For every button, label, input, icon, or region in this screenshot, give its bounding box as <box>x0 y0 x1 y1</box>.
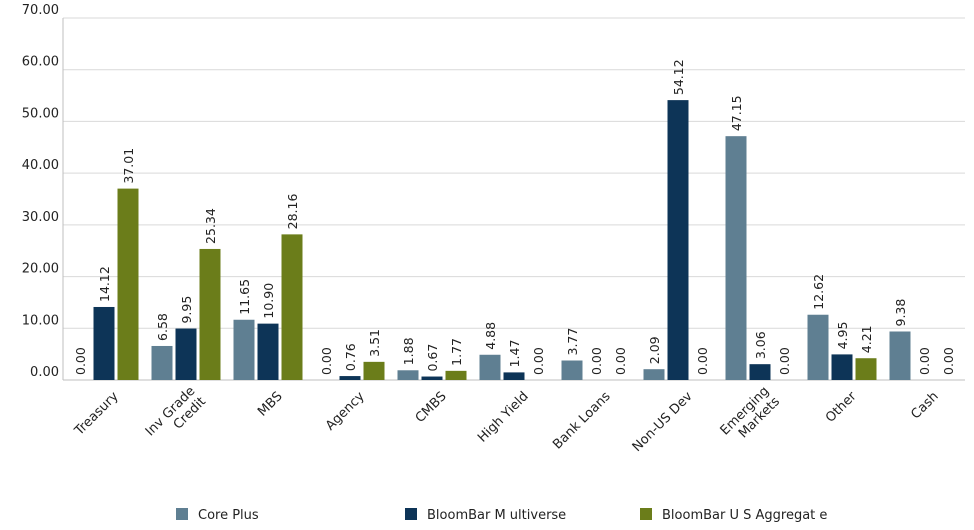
data-label: 12.62 <box>811 274 826 310</box>
bar <box>503 372 525 380</box>
bar <box>855 358 877 380</box>
data-label: 11.65 <box>237 279 252 315</box>
data-label: 3.06 <box>753 331 768 359</box>
bar <box>257 323 279 380</box>
data-label: 1.88 <box>401 337 416 365</box>
data-label: 28.16 <box>285 194 300 230</box>
data-label: 1.47 <box>507 340 522 368</box>
category-label: Bank Loans <box>550 389 614 453</box>
data-label: 0.00 <box>73 347 88 375</box>
y-tick-label: 30.00 <box>22 210 59 225</box>
bar <box>831 354 853 380</box>
legend-label: Core Plus <box>198 508 259 523</box>
y-tick-label: 70.00 <box>22 3 59 18</box>
data-label: 4.88 <box>483 322 498 350</box>
data-label: 0.67 <box>425 344 440 372</box>
bar <box>667 100 689 380</box>
data-label: 0.00 <box>589 347 604 375</box>
data-label: 4.95 <box>835 322 850 350</box>
bar <box>479 354 501 380</box>
bar <box>175 328 197 380</box>
bar <box>725 136 747 380</box>
data-label: 2.09 <box>647 336 662 364</box>
data-label: 47.15 <box>729 95 744 131</box>
data-label: 0.00 <box>319 347 334 375</box>
data-label: 0.00 <box>695 347 710 375</box>
bar <box>421 376 443 380</box>
bar <box>807 314 829 380</box>
data-label: 3.51 <box>367 329 382 357</box>
data-label: 0.76 <box>343 343 358 371</box>
data-labels: 0.00 14.12 37.01 6.58 9.95 25.34 11.65 10.90 28.… <box>73 59 956 375</box>
category-label: Inv GradeCredit <box>143 384 209 450</box>
legend: Core Plus BloomBar M ultiverse BloomBar U … <box>176 508 827 523</box>
bar <box>397 370 419 380</box>
data-label: 1.77 <box>449 338 464 366</box>
legend-swatch <box>405 508 417 520</box>
bar <box>233 319 255 380</box>
data-label: 25.34 <box>203 208 218 244</box>
y-tick-label: 40.00 <box>22 158 59 173</box>
y-tick-label: 10.00 <box>22 313 59 328</box>
bar <box>643 369 665 380</box>
data-label: 14.12 <box>97 266 112 302</box>
bar <box>151 345 173 380</box>
bar <box>281 234 303 380</box>
category-label: High Yield <box>475 389 532 446</box>
data-label: 6.58 <box>155 313 170 341</box>
data-label: 0.00 <box>917 347 932 375</box>
category-label: Other <box>823 389 860 426</box>
bar <box>561 360 583 380</box>
category-label: Agency <box>323 389 368 434</box>
data-label: 0.00 <box>531 347 546 375</box>
y-tick-label: 20.00 <box>22 262 59 277</box>
bar <box>363 361 385 380</box>
bar <box>199 248 221 380</box>
gridlines <box>63 17 965 381</box>
category-label: CMBS <box>413 389 450 426</box>
category-label: Cash <box>908 389 941 422</box>
data-label: 0.00 <box>613 347 628 375</box>
category-label: EmergingMarkets <box>718 384 783 449</box>
data-label: 9.38 <box>893 299 908 327</box>
legend-swatch <box>176 508 188 520</box>
y-tick-label: 0.00 <box>30 365 59 380</box>
bar <box>889 331 911 380</box>
data-label: 4.21 <box>859 325 874 353</box>
category-label: Non-US Dev <box>630 389 696 455</box>
bar <box>749 364 771 380</box>
data-label: 54.12 <box>671 59 686 95</box>
data-label: 37.01 <box>121 148 136 184</box>
data-label: 3.77 <box>565 328 580 356</box>
bar <box>117 188 139 380</box>
data-label: 0.00 <box>777 347 792 375</box>
data-label: 0.00 <box>941 347 956 375</box>
bar <box>445 370 467 380</box>
y-tick-label: 60.00 <box>22 55 59 70</box>
bars <box>93 100 911 380</box>
data-label: 9.95 <box>179 296 194 324</box>
x-axis: Treasury Inv GradeCredit MBS Agency CMBS High… <box>71 384 941 455</box>
bar <box>339 376 361 380</box>
y-tick-label: 50.00 <box>22 106 59 121</box>
legend-label: BloomBar M ultiverse <box>427 508 566 523</box>
legend-label: BloomBar U S Aggregat e <box>662 508 827 523</box>
data-label: 10.90 <box>261 283 276 319</box>
legend-swatch <box>640 508 652 520</box>
category-label: Treasury <box>71 389 121 439</box>
bar <box>93 306 115 380</box>
category-label: MBS <box>255 389 286 420</box>
